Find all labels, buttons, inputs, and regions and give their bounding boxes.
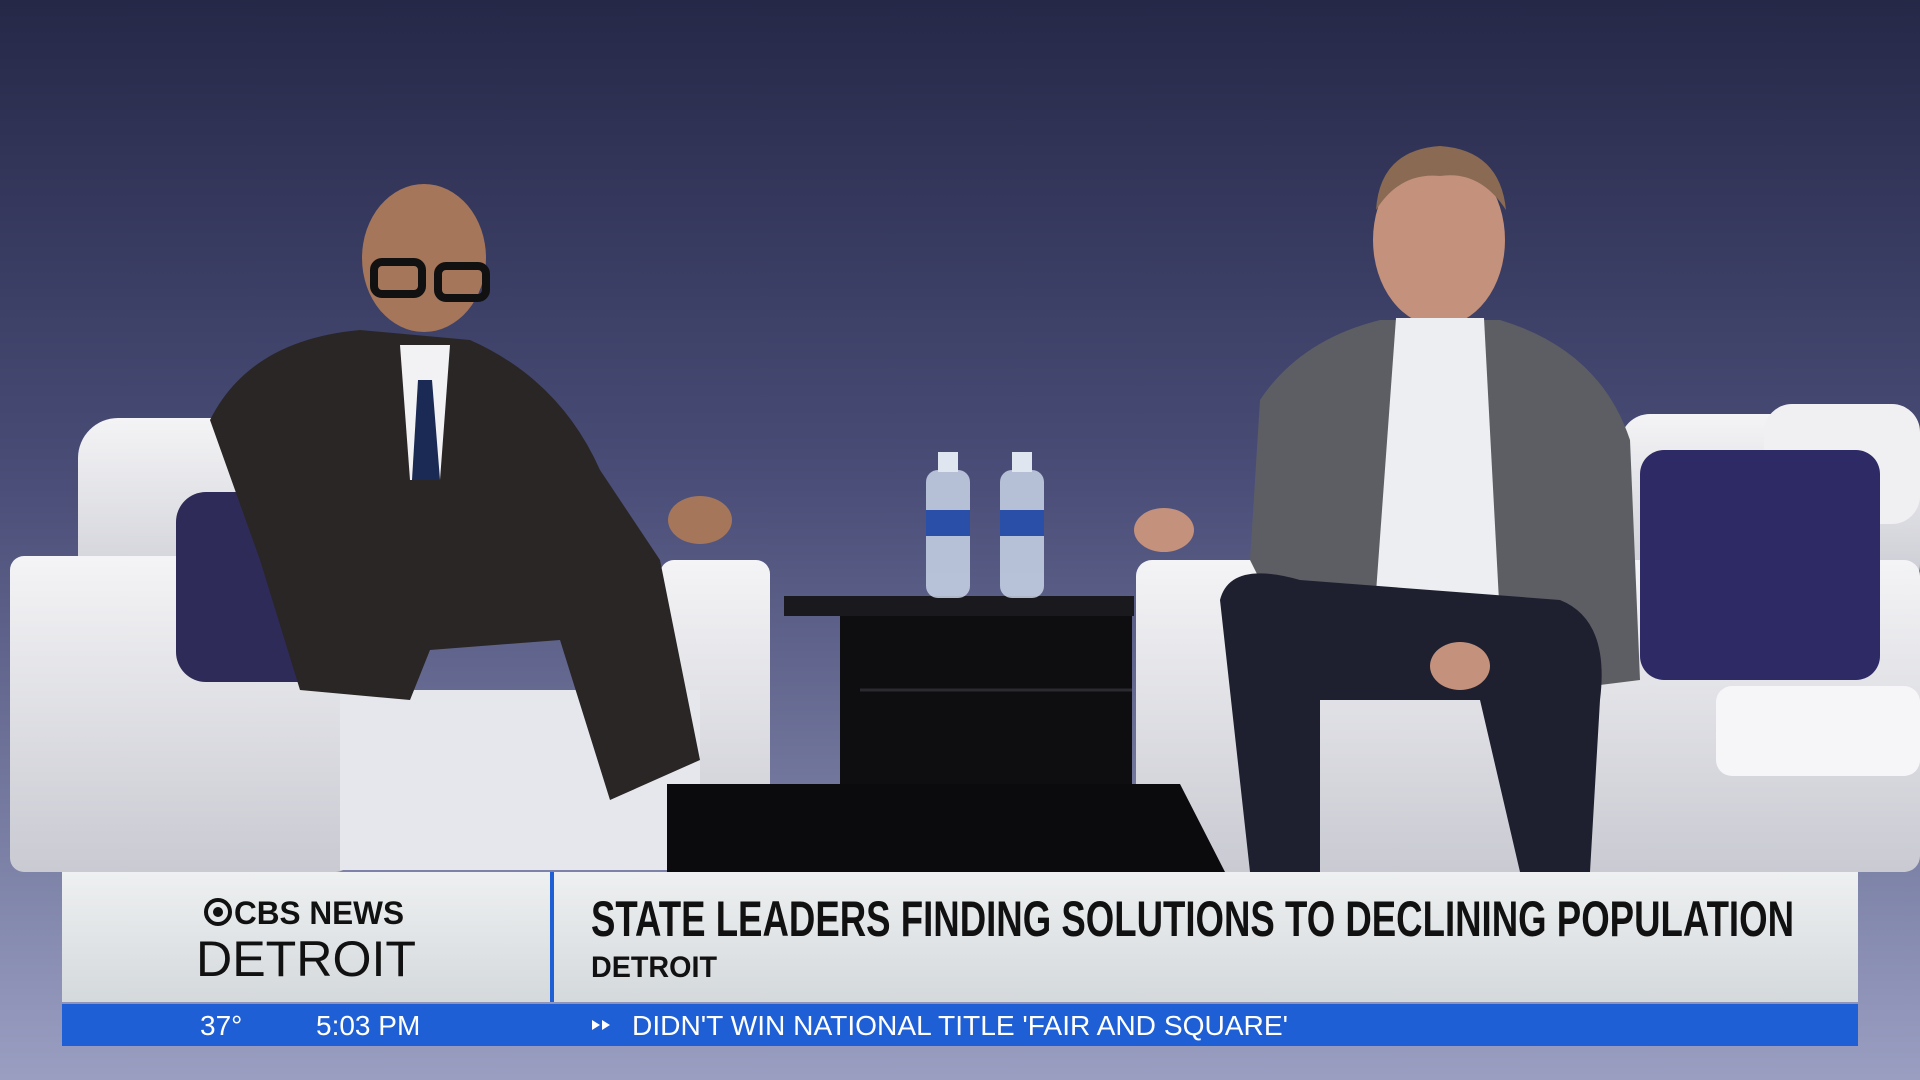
water-bottles — [926, 452, 1044, 598]
headline: STATE LEADERS FINDING SOLUTIONS TO DECLI… — [591, 891, 1794, 947]
cbs-eye — [204, 898, 232, 926]
ticker-text: DIDN'T WIN NATIONAL TITLE 'FAIR AND SQUA… — [632, 1010, 1288, 1041]
location: DETROIT — [591, 951, 717, 984]
time: 5:03 PM — [316, 1010, 420, 1041]
station-logo: DETROIT — [196, 931, 416, 987]
left-panelist — [210, 184, 732, 800]
ticker-bar — [62, 1004, 1858, 1046]
right-panelist — [1134, 146, 1640, 872]
network-logo: CBS NEWS — [234, 895, 404, 931]
divider — [550, 872, 554, 1002]
ticker-arrows — [592, 1020, 610, 1030]
ticker: 37° 5:03 PM DIDN'T WIN NATIONAL TITLE 'F… — [62, 1004, 1858, 1046]
lower-third-panel — [62, 872, 1858, 1002]
lower-third: CBS NEWS DETROIT STATE LEADERS FINDING S… — [62, 872, 1858, 1002]
stage-monitor — [667, 784, 1225, 872]
temperature: 37° — [200, 1010, 242, 1041]
side-table — [784, 596, 1134, 786]
